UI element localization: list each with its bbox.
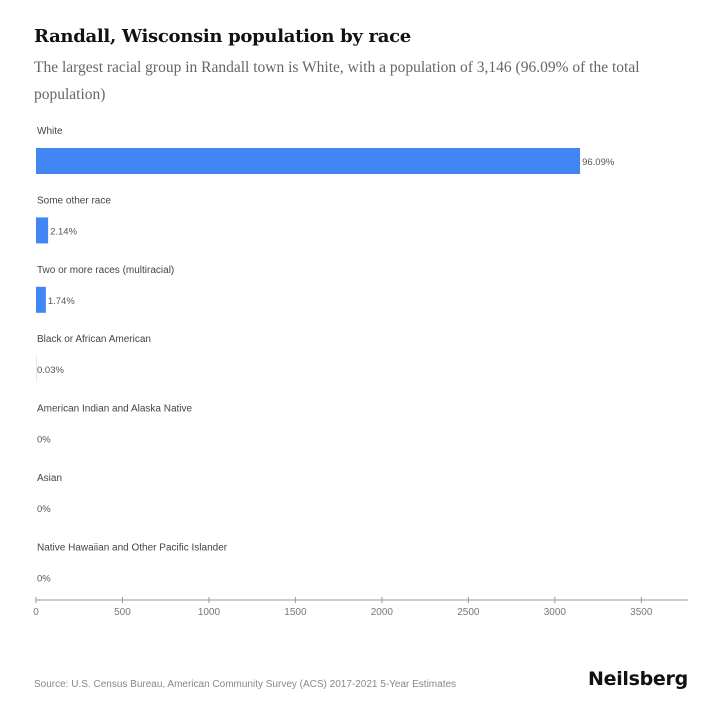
- source-note: Source: U.S. Census Bureau, American Com…: [34, 679, 457, 690]
- neilsberg-logo: Neilsberg: [588, 668, 688, 690]
- chart-title: Randall, Wisconsin population by race: [34, 26, 411, 47]
- category-label: White: [37, 126, 63, 137]
- data-label: 0%: [37, 573, 51, 584]
- chart-subtitle: The largest racial group in Randall town…: [34, 59, 640, 103]
- category-label: Native Hawaiian and Other Pacific Island…: [37, 542, 228, 553]
- x-tick-label: 1500: [284, 607, 307, 618]
- category-label: American Indian and Alaska Native: [37, 404, 193, 415]
- data-label: 2.14%: [50, 226, 77, 237]
- x-tick-label: 0: [33, 607, 39, 618]
- data-label: 0%: [37, 504, 51, 515]
- category-label: Two or more races (multiracial): [37, 265, 174, 276]
- x-tick-label: 3500: [630, 607, 653, 618]
- x-tick-label: 500: [114, 607, 131, 618]
- category-label: Asian: [37, 473, 62, 484]
- data-label: 0%: [37, 435, 51, 446]
- data-label: 1.74%: [48, 296, 75, 307]
- bar: [36, 217, 49, 244]
- x-tick-label: 3000: [544, 607, 567, 618]
- x-tick-label: 1000: [198, 607, 221, 618]
- data-label: 96.09%: [582, 157, 615, 168]
- x-tick-label: 2500: [457, 607, 480, 618]
- data-label: 0.03%: [37, 365, 64, 376]
- bar: [36, 148, 581, 174]
- category-label: Some other race: [37, 195, 111, 206]
- bar: [36, 286, 46, 313]
- x-tick-label: 2000: [371, 607, 394, 618]
- category-label: Black or African American: [37, 334, 151, 345]
